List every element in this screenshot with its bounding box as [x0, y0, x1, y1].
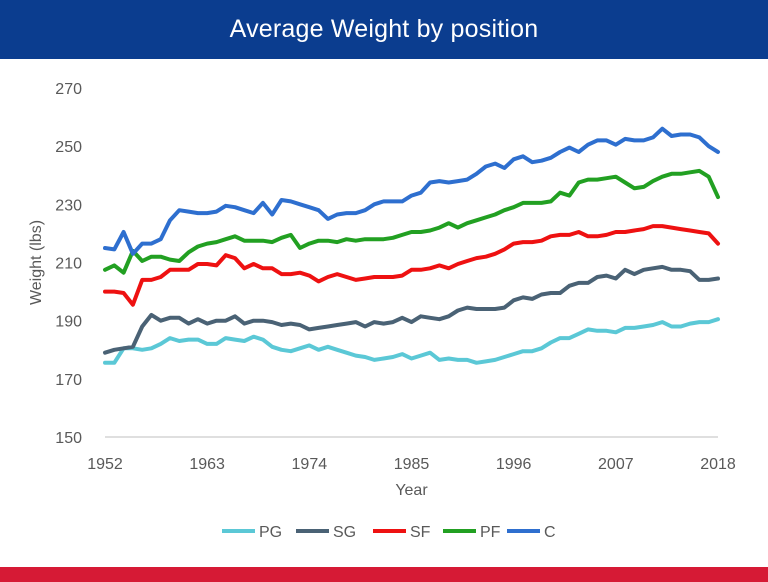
- chart-legend: PG SG SF PF C: [222, 524, 556, 541]
- y-tick-label: 230: [55, 197, 82, 214]
- footer-bar: [0, 567, 768, 582]
- y-tick-label: 250: [55, 139, 82, 156]
- series-line-sf: [103, 224, 720, 307]
- x-tick-label: 1996: [496, 456, 532, 473]
- y-tick-label: 190: [55, 314, 82, 331]
- x-tick-label: 2018: [700, 456, 736, 473]
- legend-label-c: C: [544, 524, 556, 541]
- x-tick-label: 1974: [292, 456, 328, 473]
- series-layer: [103, 126, 720, 365]
- x-tick-label: 1963: [189, 456, 225, 473]
- chart-title: Average Weight by position: [0, 0, 768, 59]
- chart-axes: 150 170 190 210 230 250 270 1952 1963 1974 1985 199…: [28, 81, 736, 499]
- legend-label-pg: PG: [259, 524, 282, 541]
- x-axis-title: Year: [395, 482, 428, 499]
- x-tick-label: 2007: [598, 456, 634, 473]
- x-tick-label: 1985: [394, 456, 430, 473]
- legend-label-pf: PF: [480, 524, 501, 541]
- series-line-sg: [103, 264, 720, 355]
- series-line-c: [103, 126, 720, 256]
- series-line-pg: [103, 317, 720, 365]
- legend-label-sg: SG: [333, 524, 356, 541]
- y-tick-label: 170: [55, 372, 82, 389]
- y-axis-title: Weight (lbs): [28, 220, 45, 305]
- x-tick-label: 1952: [87, 456, 123, 473]
- legend-label-sf: SF: [410, 524, 431, 541]
- series-line-pf: [103, 168, 720, 275]
- y-tick-label: 210: [55, 256, 82, 273]
- line-chart: 150 170 190 210 230 250 270 1952 1963 1974 1985 199…: [28, 81, 736, 541]
- y-tick-label: 150: [55, 430, 82, 447]
- y-tick-label: 270: [55, 81, 82, 98]
